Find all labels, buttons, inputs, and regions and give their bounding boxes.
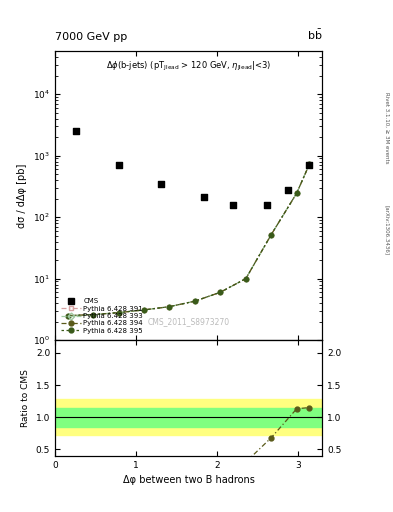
- Pythia 6.428 391: [167, 304, 172, 310]
- Pythia 6.428 394: [218, 289, 223, 295]
- Y-axis label: dσ / dΔφ [pb]: dσ / dΔφ [pb]: [17, 163, 28, 228]
- Pythia 6.428 395: [141, 307, 146, 313]
- Pythia 6.428 395: [65, 312, 70, 318]
- Text: Rivet 3.1.10, ≥ 3M events: Rivet 3.1.10, ≥ 3M events: [385, 92, 389, 164]
- Pythia 6.428 391: [116, 310, 121, 316]
- Pythia 6.428 393: [167, 304, 172, 310]
- Pythia 6.428 395: [294, 190, 299, 196]
- Pythia 6.428 393: [218, 289, 223, 295]
- Pythia 6.428 393: [193, 298, 197, 304]
- CMS: [264, 201, 270, 209]
- Line: Pythia 6.428 393: Pythia 6.428 393: [66, 162, 311, 318]
- Pythia 6.428 394: [167, 304, 172, 310]
- Pythia 6.428 395: [167, 304, 172, 310]
- Text: $\Delta\phi$(b-jets) (pT$_\mathregular{Jlead}$ > 120 GeV, $\eta_\mathregular{Jle: $\Delta\phi$(b-jets) (pT$_\mathregular{J…: [106, 60, 272, 73]
- CMS: [73, 127, 79, 135]
- Pythia 6.428 394: [243, 275, 248, 282]
- Pythia 6.428 394: [116, 310, 121, 316]
- Pythia 6.428 393: [294, 190, 299, 196]
- Pythia 6.428 394: [91, 311, 95, 317]
- Text: 7000 GeV pp: 7000 GeV pp: [55, 32, 127, 42]
- Pythia 6.428 395: [243, 275, 248, 282]
- Pythia 6.428 395: [218, 289, 223, 295]
- Pythia 6.428 395: [91, 311, 95, 317]
- Pythia 6.428 394: [307, 161, 312, 167]
- Pythia 6.428 393: [65, 312, 70, 318]
- CMS: [158, 180, 164, 188]
- Pythia 6.428 395: [193, 298, 197, 304]
- X-axis label: Δφ between two B hadrons: Δφ between two B hadrons: [123, 475, 255, 485]
- Text: CMS_2011_S8973270: CMS_2011_S8973270: [148, 316, 230, 326]
- Pythia 6.428 394: [269, 231, 274, 238]
- Pythia 6.428 395: [269, 231, 274, 238]
- Pythia 6.428 393: [141, 307, 146, 313]
- Pythia 6.428 393: [269, 231, 274, 238]
- Text: b$\bar{\mathrm{b}}$: b$\bar{\mathrm{b}}$: [307, 28, 322, 42]
- Pythia 6.428 391: [218, 289, 223, 295]
- Pythia 6.428 391: [141, 307, 146, 313]
- Pythia 6.428 391: [243, 275, 248, 282]
- Pythia 6.428 394: [193, 298, 197, 304]
- Line: Pythia 6.428 395: Pythia 6.428 395: [66, 162, 311, 318]
- Pythia 6.428 395: [116, 310, 121, 316]
- Pythia 6.428 391: [307, 161, 312, 167]
- Pythia 6.428 393: [307, 161, 312, 167]
- Line: Pythia 6.428 391: Pythia 6.428 391: [66, 162, 311, 318]
- Legend: CMS, Pythia 6.428 391, Pythia 6.428 393, Pythia 6.428 394, Pythia 6.428 395: CMS, Pythia 6.428 391, Pythia 6.428 393,…: [59, 295, 146, 337]
- Y-axis label: Ratio to CMS: Ratio to CMS: [21, 369, 30, 427]
- Pythia 6.428 394: [65, 312, 70, 318]
- Pythia 6.428 391: [294, 190, 299, 196]
- Pythia 6.428 391: [269, 231, 274, 238]
- Pythia 6.428 395: [307, 161, 312, 167]
- CMS: [306, 161, 312, 169]
- CMS: [116, 161, 122, 169]
- Pythia 6.428 393: [243, 275, 248, 282]
- CMS: [201, 193, 207, 201]
- Pythia 6.428 391: [193, 298, 197, 304]
- Pythia 6.428 391: [91, 311, 95, 317]
- Pythia 6.428 391: [65, 312, 70, 318]
- Pythia 6.428 393: [91, 311, 95, 317]
- Line: Pythia 6.428 394: Pythia 6.428 394: [66, 162, 311, 318]
- Text: [arXiv:1306.3436]: [arXiv:1306.3436]: [385, 205, 389, 255]
- Pythia 6.428 394: [141, 307, 146, 313]
- CMS: [230, 201, 236, 209]
- Pythia 6.428 393: [116, 310, 121, 316]
- Pythia 6.428 394: [294, 190, 299, 196]
- CMS: [285, 185, 291, 194]
